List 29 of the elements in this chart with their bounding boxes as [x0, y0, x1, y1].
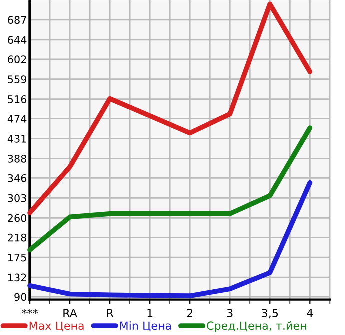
- y-tick-label: 303: [8, 194, 26, 202]
- legend-label: Сред.Цена, т.йен: [207, 322, 306, 332]
- x-tick-label: 1: [148, 309, 153, 318]
- x-tick-label: 3,5: [262, 309, 278, 319]
- x-tick-label: RA: [64, 309, 78, 318]
- y-tick-label: 687: [8, 16, 26, 24]
- x-tick-label: 4: [307, 309, 314, 318]
- y-tick-label: 431: [8, 135, 26, 143]
- x-tick-label: ***: [22, 309, 38, 314]
- y-tick-label: 644: [8, 36, 27, 44]
- y-tick-label: 474: [8, 115, 27, 123]
- y-tick-label: 388: [8, 154, 27, 163]
- y-tick-label: 132: [8, 274, 26, 282]
- legend-label: Max Цена: [30, 322, 84, 332]
- line-series: [28, 126, 313, 253]
- y-tick-label: 346: [8, 174, 27, 182]
- y-tick-label: 218: [8, 234, 27, 242]
- x-tick-label: 2: [187, 309, 193, 318]
- y-tick-label: 559: [8, 76, 27, 84]
- y-tick-label: 516: [8, 96, 27, 104]
- legend-label: Min Цена: [120, 321, 172, 332]
- line-series: [28, 2, 313, 216]
- y-tick-label: 260: [8, 214, 27, 222]
- line-series: [28, 180, 313, 299]
- x-tick-label: 3: [227, 309, 233, 318]
- x-tick-label: R: [107, 309, 114, 318]
- y-tick-label: 602: [8, 56, 26, 64]
- y-tick-label: 90: [14, 293, 27, 302]
- y-tick-label: 175: [8, 254, 26, 262]
